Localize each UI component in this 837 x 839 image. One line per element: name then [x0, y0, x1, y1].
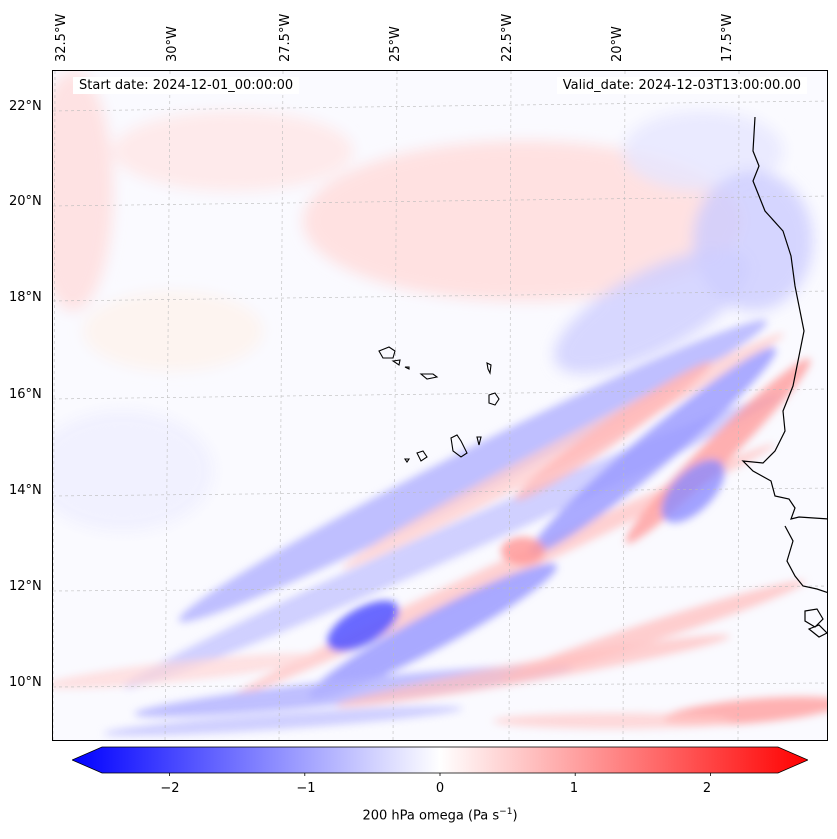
colorbar-tick-label: −1 [296, 781, 316, 796]
map-frame: Start date: 2024-12-01_00:00:00 Valid_da… [52, 70, 828, 741]
lat-label: 12°N [9, 579, 42, 594]
colorbar-tick-label: 2 [702, 781, 712, 796]
omega-anomaly-fields [53, 71, 813, 531]
cape-verde-islands [378, 346, 500, 463]
lon-label: 32.5°W [54, 13, 69, 62]
lat-label: 22°N [9, 99, 42, 114]
colorbar-tick-label: 1 [569, 781, 579, 796]
graticule [53, 71, 827, 740]
lat-label: 20°N [9, 194, 42, 209]
colorbar-tick-label: 0 [435, 781, 445, 796]
lat-label: 10°N [9, 675, 42, 690]
colorbar-label: 200 hPa omega (Pa s−1) [362, 807, 518, 824]
omega-field-map [53, 71, 827, 740]
valid-date-label: Valid_date: 2024-12-03T13:00:00.00 [556, 77, 807, 94]
omega-bands [53, 319, 827, 736]
lat-label: 16°N [9, 387, 42, 402]
colorbar-tick-label: −2 [160, 781, 180, 796]
start-date-label: Start date: 2024-12-01_00:00:00 [73, 77, 300, 94]
africa-coastline [741, 116, 827, 638]
lon-label: 30°W [165, 26, 180, 62]
lon-label: 20°W [610, 26, 625, 62]
lon-label: 22.5°W [500, 13, 515, 62]
lat-label: 14°N [9, 483, 42, 498]
lon-label: 27.5°W [278, 13, 293, 62]
lat-label: 18°N [9, 290, 42, 305]
colorbar-tick-marks [169, 773, 711, 776]
lon-label: 25°W [388, 26, 403, 62]
colorbar-gradient [72, 746, 808, 774]
lon-label: 17.5°W [720, 13, 735, 62]
colorbar [72, 746, 808, 776]
